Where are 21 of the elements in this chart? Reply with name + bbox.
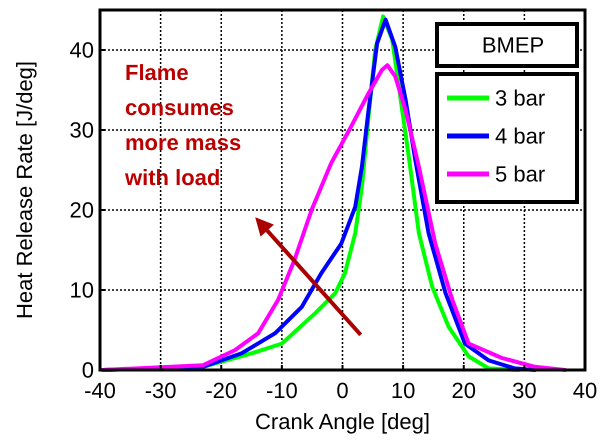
annotation: Flame consumes more mass with load — [124, 60, 242, 190]
y-tick-label: 20 — [70, 198, 94, 223]
x-tick-label: -20 — [205, 378, 238, 403]
y-axis-title: Heat Release Rate [J/deg] — [12, 60, 37, 320]
y-tick-label: 30 — [70, 118, 94, 143]
legend-title-box: BMEP — [435, 22, 579, 68]
x-axis-title: Crank Angle [deg] — [255, 409, 430, 434]
line-series — [101, 63, 567, 372]
x-tick-label: 0 — [336, 378, 349, 403]
x-tick-label: -10 — [266, 378, 298, 403]
x-tick-label: -30 — [144, 378, 177, 403]
legend-title: BMEP — [482, 32, 544, 58]
legend-label: 3 bar — [495, 86, 546, 111]
x-tick-label: 40 — [572, 378, 598, 403]
y-tick-label: 10 — [70, 278, 94, 303]
y-tick-label: 40 — [70, 38, 94, 63]
legend-label: 4 bar — [495, 124, 546, 149]
x-tick-label: 10 — [390, 378, 416, 403]
legend-label: 5 bar — [495, 162, 546, 187]
x-tick-label: 20 — [452, 378, 476, 403]
x-tick-label: 30 — [512, 378, 537, 403]
